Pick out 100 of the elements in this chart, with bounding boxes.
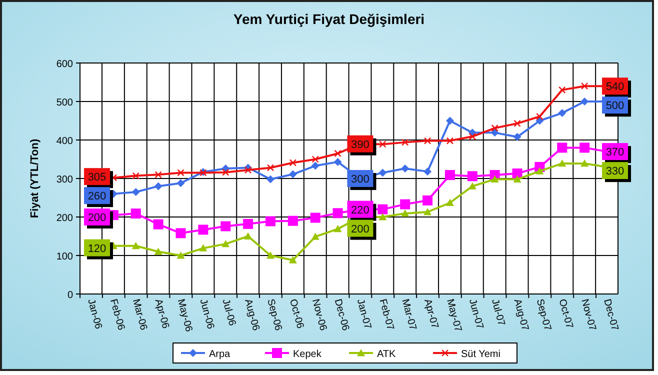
x-tick-label: Jul-07 bbox=[488, 298, 507, 328]
x-tick-label: Jan-06 bbox=[85, 298, 104, 331]
point bbox=[332, 208, 343, 218]
point bbox=[154, 248, 162, 255]
point bbox=[557, 142, 568, 153]
point bbox=[491, 124, 498, 132]
point bbox=[490, 175, 499, 182]
y-tick-label: 600 bbox=[56, 59, 74, 70]
legend-label: Arpa bbox=[209, 349, 231, 360]
point bbox=[580, 82, 588, 90]
point bbox=[154, 171, 162, 178]
point bbox=[177, 169, 184, 176]
x-tick-label: May-06 bbox=[174, 298, 194, 334]
point bbox=[401, 164, 410, 172]
point bbox=[220, 221, 231, 232]
point bbox=[154, 182, 162, 190]
point bbox=[288, 170, 297, 178]
x-tick-label: May-07 bbox=[444, 298, 464, 334]
point bbox=[467, 171, 478, 182]
x-tick-label: Oct-07 bbox=[556, 298, 575, 330]
point bbox=[244, 166, 252, 174]
point bbox=[176, 252, 185, 259]
legend-label: Kepek bbox=[293, 349, 322, 360]
y-axis-title: Fiyat (YTL/Ton) bbox=[29, 138, 41, 218]
x-tick-label: Oct-06 bbox=[287, 298, 306, 330]
point bbox=[310, 212, 320, 223]
x-tick-label: Mar-07 bbox=[399, 298, 418, 332]
point bbox=[558, 86, 566, 94]
point bbox=[244, 232, 252, 240]
point bbox=[288, 256, 297, 264]
point bbox=[334, 224, 342, 232]
x-tick-label: Jul-06 bbox=[220, 298, 238, 328]
point bbox=[130, 208, 141, 219]
x-tick-label: Sep-06 bbox=[264, 298, 284, 332]
x-tick-label: Aug-07 bbox=[511, 298, 530, 332]
point bbox=[401, 138, 409, 146]
data-label: 540 bbox=[606, 81, 624, 94]
point bbox=[265, 216, 276, 226]
point bbox=[490, 128, 499, 137]
x-tick-label: Jun-07 bbox=[466, 298, 486, 331]
data-label: 500 bbox=[606, 100, 624, 112]
x-tick-label: Jun-06 bbox=[197, 298, 216, 331]
point bbox=[289, 159, 297, 166]
x-tick-label: Aug-06 bbox=[242, 298, 262, 332]
point bbox=[558, 109, 566, 118]
point bbox=[513, 132, 522, 141]
point bbox=[312, 156, 319, 163]
point bbox=[558, 159, 566, 167]
point bbox=[176, 179, 185, 188]
x-tick-label: Feb-07 bbox=[376, 298, 396, 332]
y-tick-label: 0 bbox=[67, 290, 74, 301]
data-label: 120 bbox=[88, 242, 106, 255]
x-tick-label: Dec-07 bbox=[601, 298, 620, 332]
point bbox=[379, 140, 386, 148]
x-tick-label: Dec-06 bbox=[332, 298, 351, 332]
point bbox=[153, 219, 164, 230]
point bbox=[288, 216, 298, 226]
point bbox=[222, 240, 230, 248]
x-tick-label: Sep-07 bbox=[534, 298, 553, 332]
point bbox=[243, 218, 254, 229]
point bbox=[446, 116, 454, 125]
data-label: 305 bbox=[88, 172, 106, 184]
legend-label: Süt Yemi bbox=[461, 349, 500, 360]
point bbox=[536, 167, 544, 174]
point bbox=[334, 158, 342, 166]
y-tick-label: 300 bbox=[56, 174, 74, 186]
point bbox=[401, 210, 410, 217]
data-label: 200 bbox=[88, 212, 106, 224]
point bbox=[198, 224, 208, 235]
data-label: 200 bbox=[351, 223, 370, 236]
point bbox=[422, 195, 433, 206]
point bbox=[378, 204, 388, 214]
point bbox=[378, 168, 387, 177]
point bbox=[446, 137, 454, 144]
point bbox=[132, 242, 140, 250]
point bbox=[266, 175, 274, 184]
y-tick-label: 500 bbox=[56, 98, 74, 108]
point bbox=[580, 159, 589, 167]
point bbox=[424, 208, 432, 216]
point bbox=[378, 213, 387, 220]
point bbox=[513, 175, 522, 182]
point bbox=[132, 172, 140, 180]
point bbox=[424, 137, 432, 144]
point bbox=[468, 132, 476, 140]
x-tick-label: Apr-07 bbox=[422, 298, 440, 330]
point bbox=[266, 252, 274, 259]
point bbox=[199, 244, 208, 252]
x-tick-label: Feb-06 bbox=[108, 298, 126, 332]
legend-label: ATK bbox=[377, 349, 396, 360]
point bbox=[334, 150, 342, 158]
y-tick-label: 400 bbox=[56, 136, 74, 147]
x-tick-label: Mar-06 bbox=[130, 298, 149, 332]
point bbox=[132, 188, 140, 196]
point bbox=[176, 228, 186, 238]
point bbox=[444, 170, 455, 180]
point bbox=[424, 168, 432, 176]
x-tick-label: Apr-06 bbox=[152, 298, 171, 330]
chart-title: Yem Yurtiçi Fiyat Değişimleri bbox=[233, 11, 425, 27]
data-label: 370 bbox=[606, 146, 624, 159]
point bbox=[446, 198, 454, 206]
